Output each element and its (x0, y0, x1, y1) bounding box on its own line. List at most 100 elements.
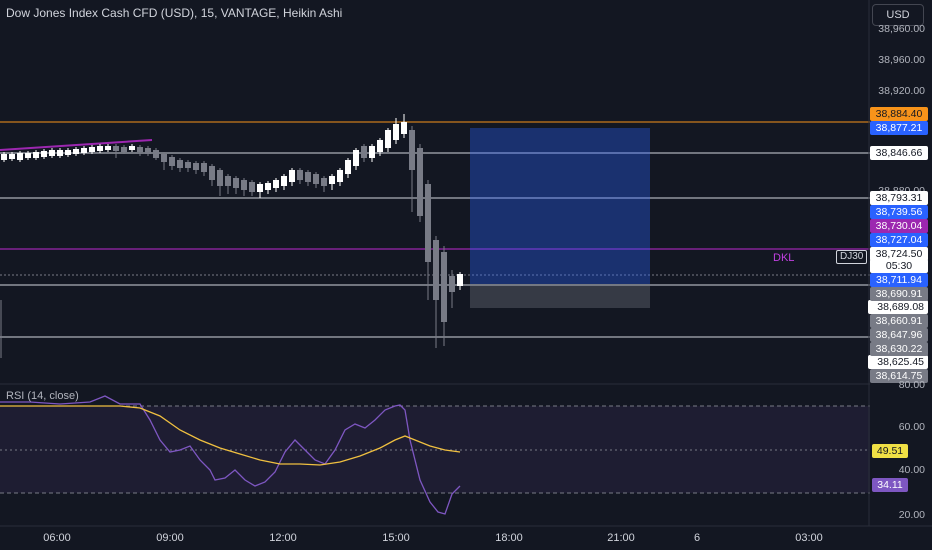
candle-body (305, 172, 311, 182)
candle-body (129, 146, 135, 150)
rsi-axis-label: 40.00 (898, 464, 925, 476)
rsi-value-tag: 34.11 (872, 478, 908, 492)
candle-body (33, 152, 39, 158)
candle-body (73, 149, 79, 154)
price-tag-grey: 38,690.91 (870, 287, 928, 301)
time-axis-label: 21:00 (607, 532, 635, 544)
rsi-axis-label: 60.00 (898, 421, 925, 433)
candle-body (401, 122, 407, 134)
candle-body (321, 178, 327, 186)
rsi-axis-label: 80.00 (898, 379, 925, 391)
candle-body (89, 147, 95, 152)
candle-body (329, 176, 335, 184)
candle-body (289, 170, 295, 182)
time-axis-label: 12:00 (269, 532, 297, 544)
candle-body (97, 146, 103, 151)
candle-body (209, 166, 215, 180)
time-axis-label: 03:00 (795, 532, 823, 544)
candle-body (145, 148, 151, 154)
candle-body (361, 146, 367, 158)
price-tag-blue: 38,727.04 (870, 233, 928, 247)
candle-body (433, 240, 439, 300)
position-loss-zone (470, 284, 650, 308)
price-tag-grey: 38,630.22 (870, 342, 928, 356)
time-axis-label: 15:00 (382, 532, 410, 544)
trend-line (0, 139, 153, 151)
rsi-ma-line (0, 405, 461, 466)
candle-body (81, 148, 87, 153)
candle-body (17, 153, 23, 160)
candle-body (65, 150, 71, 155)
time-axis-label: 6 (693, 532, 701, 544)
candle-body (233, 178, 239, 188)
rsi-ma-value-tag: 49.51 (872, 444, 908, 458)
candle-body (9, 154, 15, 159)
price-axis-label: 38,689.08 (868, 300, 928, 314)
price-axis-label: 38,625.45 (868, 355, 928, 369)
candle-body (105, 146, 111, 150)
candle-body (265, 183, 271, 190)
candle-body (1, 154, 7, 160)
candle-body (161, 154, 167, 162)
candle-body (201, 163, 207, 172)
candle-body (225, 176, 231, 186)
candle-body (313, 174, 319, 184)
candle-body (273, 180, 279, 188)
candles-group (1, 114, 463, 348)
symbol-title: Dow Jones Index Cash CFD (USD), 15, VANT… (6, 6, 343, 20)
candle-body (441, 252, 447, 322)
candle-body (369, 146, 375, 158)
candle-body (113, 146, 119, 151)
candle-body (417, 148, 423, 216)
rsi-indicator-label[interactable]: RSI (14, close) (6, 390, 79, 402)
price-tag-purple: 38,730.04 (870, 219, 928, 233)
candle-body (457, 274, 463, 286)
price-tag: 38,793.31 (870, 191, 928, 205)
candle-body (241, 180, 247, 190)
candle-body (137, 147, 143, 152)
candle-body (345, 160, 351, 174)
price-tag-grey: 38,660.91 (870, 314, 928, 328)
position-profit-zone (470, 128, 650, 284)
candle-body (297, 170, 303, 180)
price-tag-grey: 38,614.75 (870, 369, 928, 383)
countdown-tag: 05:30 (870, 259, 928, 273)
candle-body (185, 162, 191, 168)
rsi-line (0, 395, 461, 515)
candle-body (377, 140, 383, 152)
candle-body (409, 130, 415, 170)
candle-body (49, 150, 55, 156)
time-axis-label: 09:00 (156, 532, 184, 544)
price-tag-blue: 38,711.94 (870, 273, 928, 287)
price-tag-blue: 38,877.21 (870, 121, 928, 135)
price-tag-grey: 38,647.96 (870, 328, 928, 342)
candle-body (153, 150, 159, 158)
price-tag-blue: 38,739.56 (870, 205, 928, 219)
candle-body (257, 184, 263, 192)
candle-body (281, 176, 287, 186)
candle-body (177, 160, 183, 168)
dkl-label[interactable]: DKL (773, 252, 795, 264)
candle-body (25, 153, 31, 158)
current-price-tag: 38,724.50 (870, 247, 928, 261)
candle-body (393, 124, 399, 140)
rsi-axis-label: 20.00 (898, 509, 925, 521)
candle-body (193, 163, 199, 170)
currency-button[interactable]: USD (872, 4, 924, 26)
price-axis-label: 38,960.00 (878, 23, 925, 35)
candle-body (217, 170, 223, 186)
symbol-tag: DJ30 (836, 250, 868, 264)
time-axis-label: 18:00 (495, 532, 523, 544)
time-axis-label: 06:00 (43, 532, 71, 544)
price-tag-orange: 38,884.40 (870, 107, 928, 121)
candle-body (41, 151, 47, 157)
price-tag: 38,846.66 (870, 146, 928, 160)
candle-body (337, 170, 343, 182)
candle-body (121, 147, 127, 152)
price-axis-label: 38,920.00 (878, 85, 925, 97)
candle-body (249, 182, 255, 192)
candle-body (385, 130, 391, 148)
candle-body (353, 150, 359, 166)
price-axis-label: 38,960.00 (878, 54, 925, 66)
